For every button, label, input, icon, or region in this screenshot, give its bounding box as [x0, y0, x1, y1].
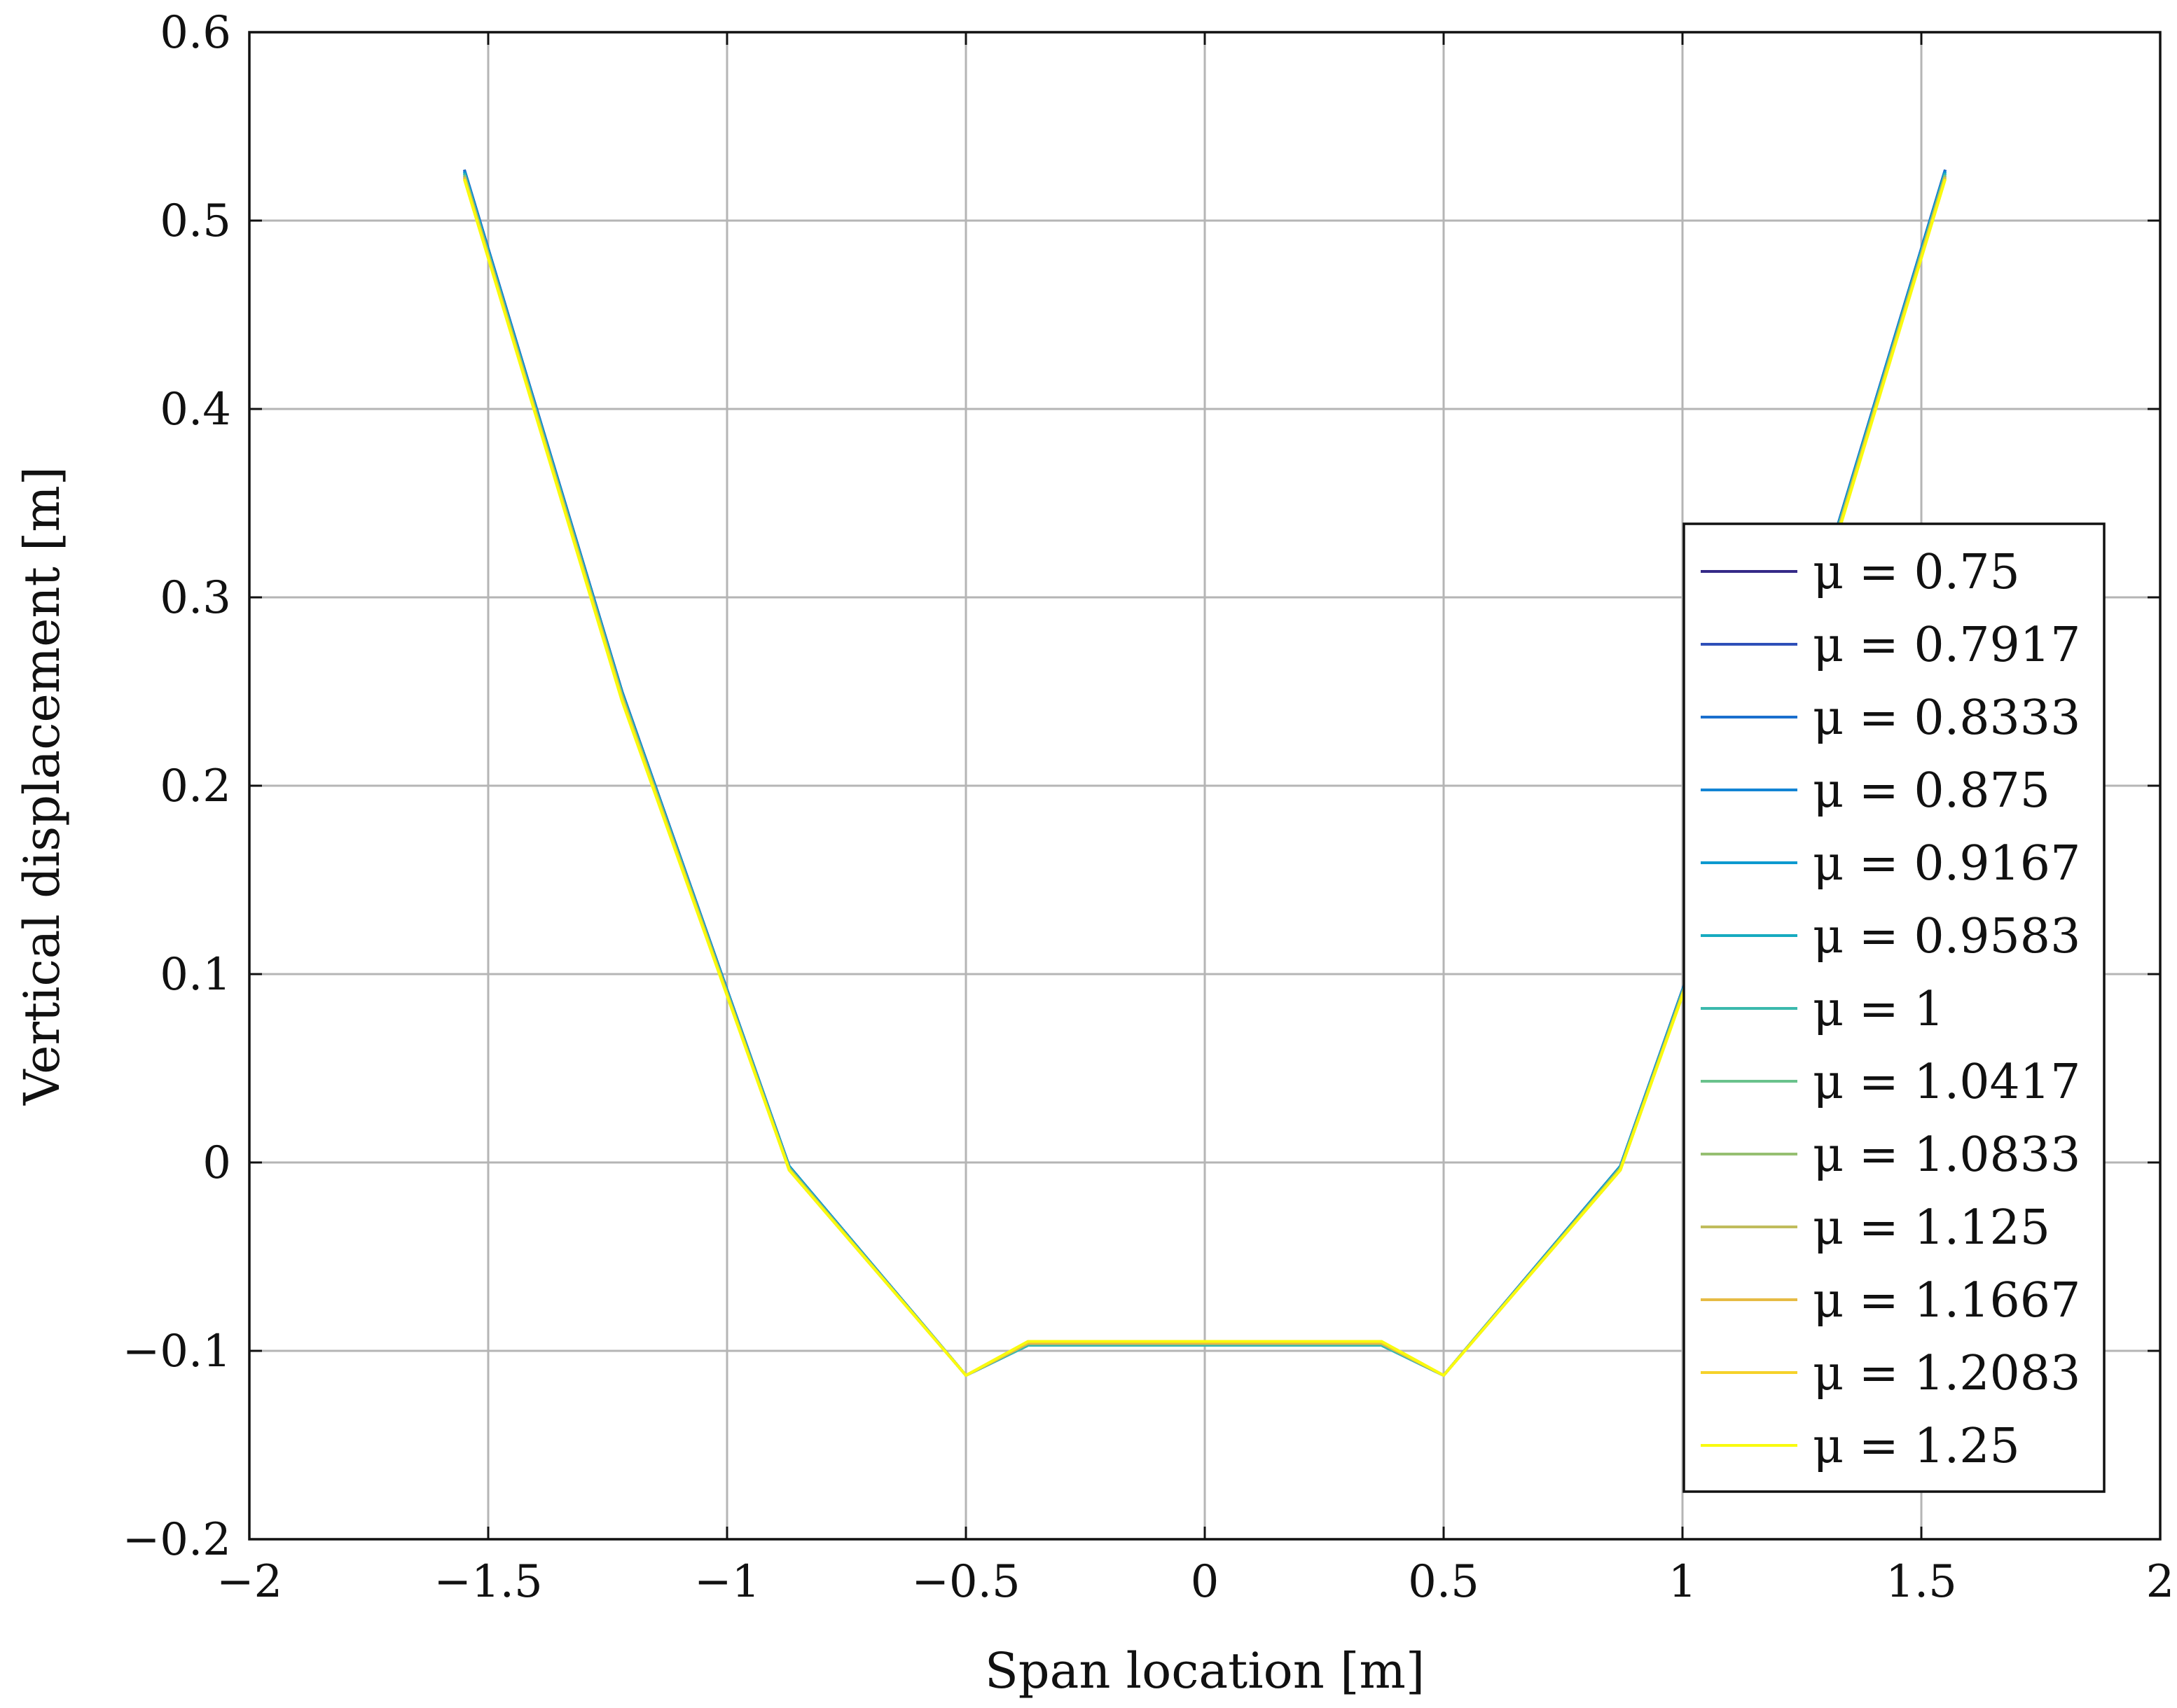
x-tick-label: −1.5: [434, 1556, 542, 1608]
legend: μ = 0.75 μ = 0.7917 μ = 0.8333 μ = 0.875 μ =…: [1682, 522, 2106, 1493]
y-tick-label: 0.5: [160, 195, 231, 247]
x-tick-label: 0: [1191, 1556, 1219, 1608]
legend-entry: μ = 1: [1813, 982, 1944, 1037]
x-tick-label: −2: [216, 1556, 282, 1608]
x-tick-label: 1: [1668, 1556, 1697, 1608]
x-tick-label: 0.5: [1408, 1556, 1479, 1608]
y-tick-label: 0.2: [160, 761, 231, 812]
legend-entry: μ = 0.9583: [1813, 909, 2080, 964]
x-tick-label: −1: [694, 1556, 760, 1608]
legend-entry: μ = 1.125: [1813, 1200, 2050, 1256]
y-tick-label: 0.3: [160, 572, 231, 624]
legend-entry: μ = 1.0417: [1813, 1055, 2080, 1110]
legend-entry: μ = 1.2083: [1813, 1346, 2080, 1401]
x-tick-label: 1.5: [1886, 1556, 1957, 1608]
legend-entry: μ = 0.8333: [1813, 690, 2080, 746]
legend-entry: μ = 0.7917: [1813, 618, 2080, 673]
y-tick-label: −0.1: [123, 1326, 231, 1377]
x-axis-label: Span location [m]: [985, 1642, 1425, 1700]
legend-entry: μ = 0.9167: [1813, 836, 2080, 891]
x-tick-label: −0.5: [911, 1556, 1020, 1608]
legend-entry: μ = 1.0833: [1813, 1127, 2080, 1183]
y-tick-label: 0.4: [160, 384, 231, 436]
tick-labels: −2 −1.5 −1 −0.5 0 0.5 1 1.5 2 −0.2 −0.1 0 0.1 0.2 0.3 0…: [123, 7, 2175, 1608]
y-tick-label: −0.2: [123, 1514, 231, 1566]
y-axis-label: Vertical displacement [m]: [13, 466, 71, 1106]
legend-entry: μ = 0.75: [1813, 545, 2020, 600]
legend-entry: μ = 1.25: [1813, 1419, 2020, 1474]
y-tick-label: 0.6: [160, 7, 231, 59]
y-tick-label: 0: [202, 1137, 231, 1189]
y-tick-label: 0.1: [160, 949, 231, 1001]
x-tick-label: 2: [2146, 1556, 2175, 1608]
legend-entry: μ = 0.875: [1813, 763, 2050, 819]
legend-entry: μ = 1.1667: [1813, 1273, 2080, 1328]
